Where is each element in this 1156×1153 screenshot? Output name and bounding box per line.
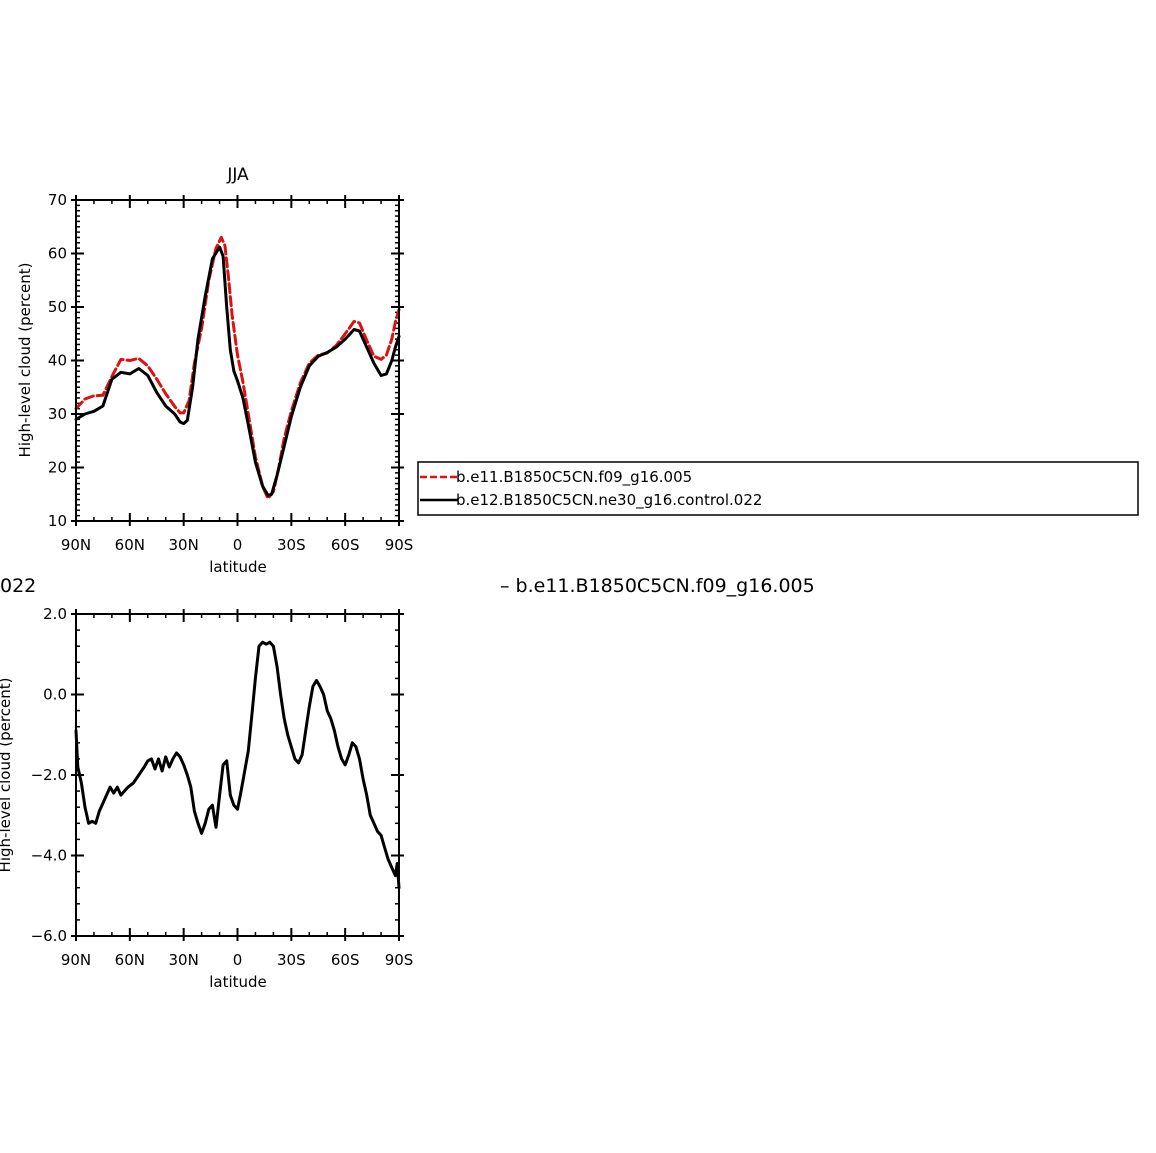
bottom-panel-ylabel: High-level cloud (percent) [0,678,14,873]
top-series-line-0 [74,235,401,500]
top-y-tick-label: 30 [48,405,67,423]
bottom-panel-right-fragment: – b.e11.B1850C5CN.f09_g16.005 [500,575,815,597]
top-y-tick-label: 40 [48,352,67,370]
bottom-y-tick-label: 0.0 [43,686,67,704]
top-series-line-1 [74,245,401,497]
top-panel-title: JJA [226,165,249,185]
top-x-tick-label: 90S [385,536,414,554]
top-x-tick-label: 30S [277,536,306,554]
top-y-tick-label: 50 [48,298,67,316]
bottom-series-line-0 [74,640,401,890]
top-y-tick-label: 60 [48,245,67,263]
top-y-tick-label: 10 [48,512,67,530]
bottom-x-tick-label: 90N [61,951,91,969]
bottom-x-tick-label: 90S [385,951,414,969]
bottom-x-tick-label: 0 [233,951,243,969]
top-x-tick-label: 30N [169,536,199,554]
bottom-panel-lines [74,640,401,890]
bottom-x-tick-label: 60S [331,951,360,969]
top-x-tick-label: 0 [233,536,243,554]
bottom-x-tick-label: 30S [277,951,306,969]
bottom-x-tick-label: 30N [169,951,199,969]
top-panel-ticks: 90N 60N 30N 0 30S 60S 90S 10 20 30 40 50 60 70 [48,191,413,554]
top-panel-frame [75,199,400,522]
top-x-tick-label: 60N [115,536,145,554]
bottom-panel-title-fragment: 022 [0,575,36,597]
bottom-y-tick-label: 2.0 [43,605,67,623]
legend-entry-0: b.e11.B1850C5CN.f09_g16.005 [456,468,692,487]
top-x-tick-label: 60S [331,536,360,554]
legend-box [417,461,1139,516]
bottom-panel: 022 – b.e11.B1850C5CN.f09_g16.005 High-l… [0,575,815,991]
bottom-x-tick-label: 60N [115,951,145,969]
top-x-tick-label: 90N [61,536,91,554]
top-panel-xlabel: latitude [209,558,267,576]
legend-entry-1: b.e12.B1850C5CN.ne30_g16.control.022 [456,491,762,510]
top-panel-ylabel: High-level cloud (percent) [16,263,34,458]
bottom-y-tick-label: −6.0 [31,927,67,945]
bottom-panel-xlabel: latitude [209,973,267,991]
bottom-y-tick-label: −4.0 [31,847,67,865]
top-y-tick-label: 20 [48,459,67,477]
top-panel: JJA High-level cloud (percent) latitude … [16,165,413,576]
bottom-y-tick-label: −2.0 [31,766,67,784]
legend: b.e11.B1850C5CN.f09_g16.005 b.e12.B1850C… [417,461,1139,516]
bottom-panel-frame [75,613,400,937]
top-y-tick-label: 70 [48,191,67,209]
top-panel-lines [74,235,401,500]
